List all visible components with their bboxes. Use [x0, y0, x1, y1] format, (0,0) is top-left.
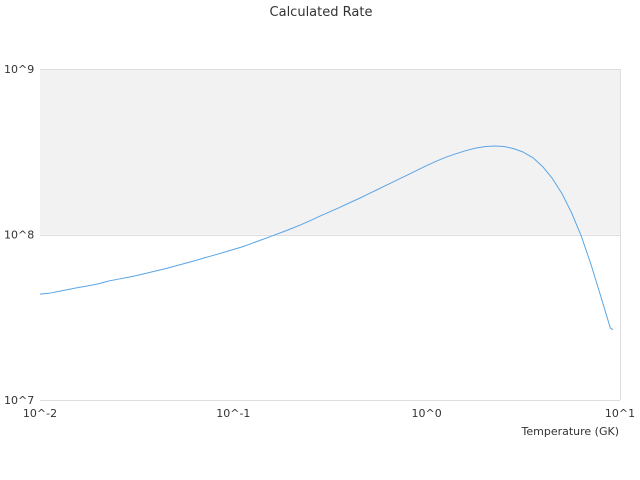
y-tick-label: 10^8	[4, 229, 34, 242]
chart-title: Calculated Rate	[270, 5, 373, 20]
plot-band	[40, 69, 620, 235]
x-tick-label: 10^1	[605, 407, 635, 420]
x-axis-title: Temperature (GK)	[521, 425, 620, 438]
x-tick-label: 10^-2	[23, 407, 57, 420]
plot-area	[39, 69, 621, 401]
series-line-0	[39, 145, 614, 331]
y-tick-label: 10^7	[4, 394, 34, 407]
x-tick-label: 10^0	[412, 407, 442, 420]
y-tick-label: 10^9	[4, 63, 34, 76]
tick-labels: 10^7 10^8 10^9 10^-2 10^-1 10^0 10^1	[4, 63, 635, 420]
x-tick-label: 10^-1	[216, 407, 250, 420]
